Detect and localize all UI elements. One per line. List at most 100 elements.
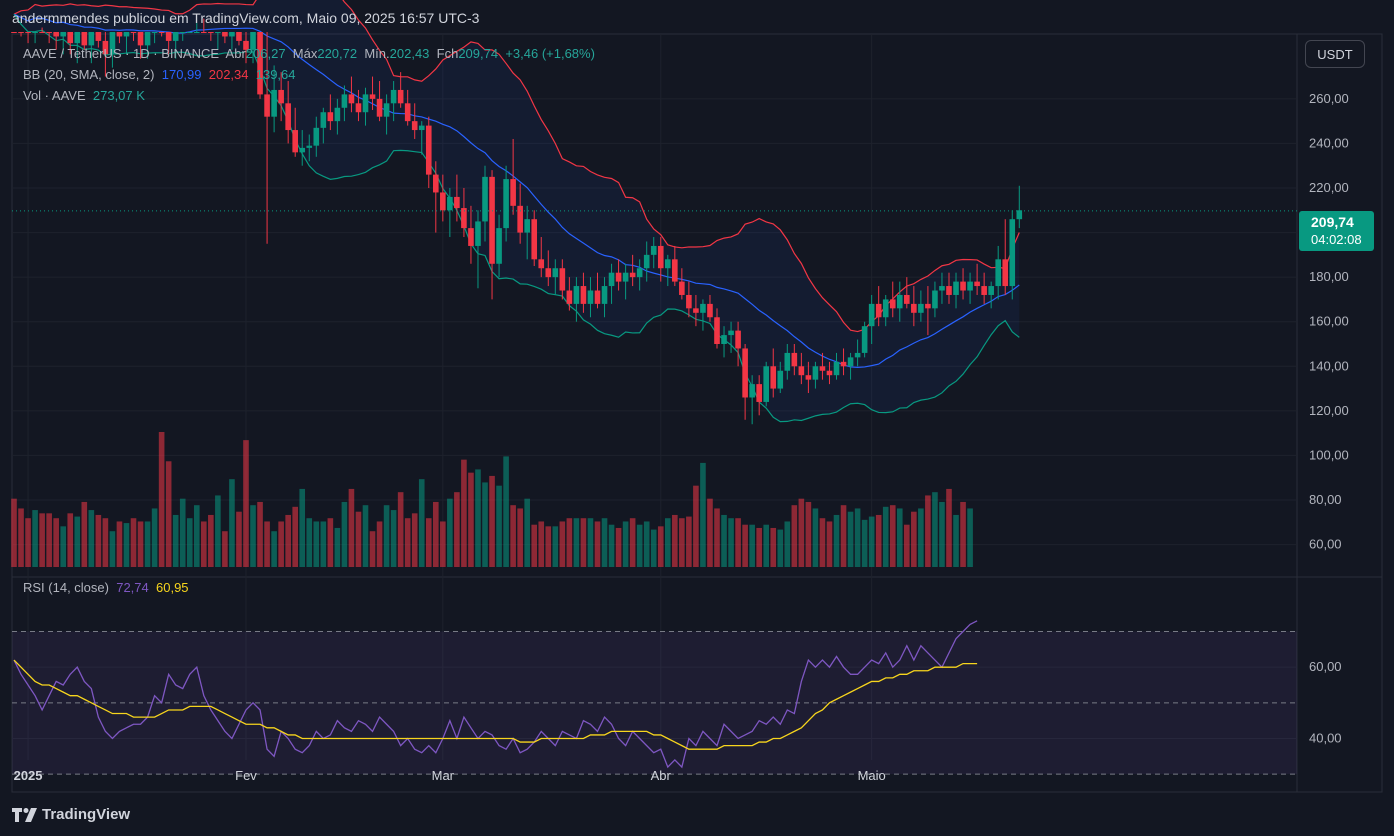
candle-body xyxy=(974,281,980,287)
candle-body xyxy=(390,89,397,104)
candle-body xyxy=(271,89,277,117)
rsi-lines xyxy=(13,620,978,769)
candle-body xyxy=(643,254,650,269)
candle-body xyxy=(763,366,770,402)
candle-body xyxy=(18,32,24,33)
candle-body xyxy=(854,352,861,358)
legend-bb-upper: 202,34 xyxy=(208,67,249,82)
legend-rsi[interactable]: RSI (14, close) 72,74 60,95 xyxy=(23,580,189,595)
volume-bar xyxy=(461,459,467,567)
candle-body xyxy=(116,32,123,37)
price-tick-label: 140,00 xyxy=(1309,358,1349,373)
volume-bar xyxy=(882,506,889,567)
volume-bar xyxy=(447,498,453,567)
legend-symbol[interactable]: AAVE / TetherUS · 1D · BINANCE xyxy=(23,46,220,61)
volume-bar xyxy=(672,514,678,567)
volume-bar xyxy=(130,518,137,567)
volume-bar xyxy=(559,521,566,567)
candle-body xyxy=(440,192,446,211)
candle-body xyxy=(109,32,116,55)
candle-body xyxy=(229,32,235,37)
legend-bb[interactable]: BB (20, SMA, close, 2) 170,99 202,34 139… xyxy=(23,67,296,82)
volume-bar xyxy=(313,521,320,567)
legend-bb-label: BB (20, SMA, close, 2) xyxy=(23,67,155,82)
candle-body xyxy=(636,268,643,278)
candle-body xyxy=(608,272,615,287)
candle-body xyxy=(130,32,137,33)
volume-bar xyxy=(271,531,277,567)
volume-bar xyxy=(798,498,805,567)
candle-body xyxy=(425,125,432,175)
legend-open: 206,27 xyxy=(245,46,286,61)
candle-body xyxy=(1016,210,1023,220)
volume-bar xyxy=(355,511,362,567)
tradingview-logo[interactable]: TradingView xyxy=(12,806,130,823)
candle-body xyxy=(735,330,741,349)
price-tick-label: 60,00 xyxy=(1309,537,1342,552)
volume-bar xyxy=(243,440,249,567)
candle-body xyxy=(721,335,727,344)
volume-bar xyxy=(454,492,460,567)
candle-body xyxy=(186,32,193,33)
volume-bar xyxy=(60,526,67,567)
candle-body xyxy=(777,370,784,389)
volume-bar xyxy=(812,508,819,567)
candle-body xyxy=(151,32,158,33)
volume-bar xyxy=(306,518,313,567)
price-tick-label: 160,00 xyxy=(1309,314,1349,329)
volume-bar xyxy=(383,505,390,567)
candle-body xyxy=(812,366,819,380)
candle-body xyxy=(932,290,938,309)
candle-body xyxy=(700,303,706,313)
candle-body xyxy=(679,281,685,295)
bb-lower-line xyxy=(13,13,1020,423)
candle-body xyxy=(650,245,657,255)
volume-bar xyxy=(889,505,896,567)
volume-bar xyxy=(496,485,502,567)
volume-bar xyxy=(714,508,720,567)
volume-bar xyxy=(932,492,938,567)
candle-body xyxy=(264,94,270,117)
legend-volume[interactable]: Vol · AAVE 273,07 K xyxy=(23,88,145,103)
time-tick-label: 2025 xyxy=(14,768,43,783)
legend-ohlc: AAVE / TetherUS · 1D · BINANCE Abr206,27… xyxy=(23,46,595,61)
candle-body xyxy=(503,179,509,229)
candle-body xyxy=(362,94,369,113)
bb-upper-line xyxy=(13,0,1020,333)
volume-bar xyxy=(468,472,474,567)
candle-body xyxy=(489,176,495,264)
volume-bar xyxy=(362,505,369,567)
volume-bar xyxy=(320,521,327,567)
volume-bar xyxy=(749,524,755,567)
candle-body xyxy=(798,366,805,376)
price-tick-label: 120,00 xyxy=(1309,403,1349,418)
candle-body xyxy=(819,366,826,371)
volume-bar xyxy=(925,495,931,567)
volume-bar xyxy=(524,498,530,567)
volume-bar xyxy=(88,510,95,567)
legend-high-label: Máx xyxy=(292,46,318,61)
volume-bar xyxy=(946,488,952,567)
currency-button[interactable]: USDT xyxy=(1305,40,1365,68)
volume-bar xyxy=(538,521,545,567)
volume-bar xyxy=(693,485,699,567)
candle-body xyxy=(672,259,678,282)
candle-body xyxy=(102,40,109,55)
candle-body xyxy=(847,357,854,367)
candle-body xyxy=(911,303,917,313)
volume-bar xyxy=(292,506,298,567)
candle-body xyxy=(742,348,748,398)
volume-bar xyxy=(833,514,840,567)
candle-body xyxy=(447,196,453,211)
volume-bar xyxy=(503,456,509,567)
volume-bar xyxy=(770,527,777,567)
candle-body xyxy=(573,286,580,304)
volume-bar xyxy=(531,524,538,567)
candle-body xyxy=(918,303,924,313)
price-tick-label: 100,00 xyxy=(1309,447,1349,462)
candle-body xyxy=(369,94,376,99)
candle-body xyxy=(418,125,425,131)
volume-bar xyxy=(137,521,144,567)
candle-body xyxy=(517,205,523,233)
candle-body xyxy=(840,361,847,367)
